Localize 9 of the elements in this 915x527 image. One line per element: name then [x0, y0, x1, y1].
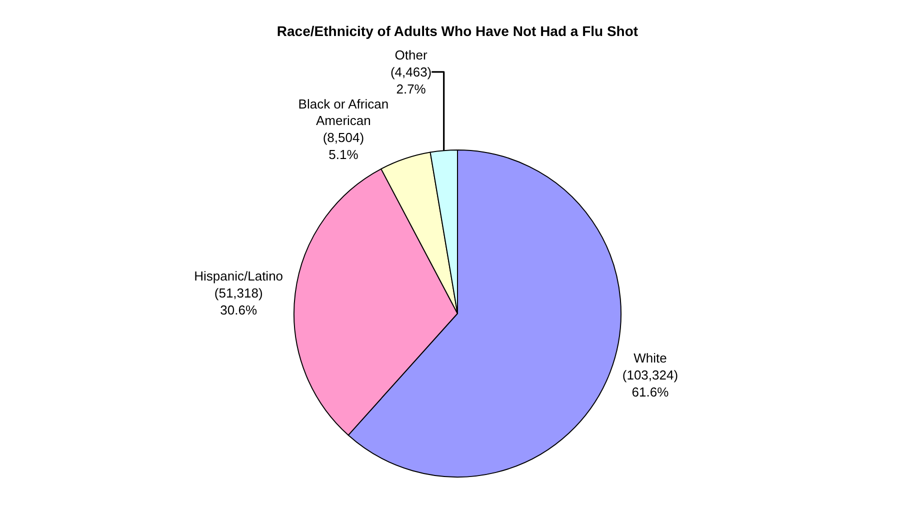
data-label: (4,463) 2.7%	[390, 64, 432, 96]
slice-label: Hispanic/Latino	[194, 268, 284, 284]
slice-label: White	[634, 350, 667, 366]
data-label: (51,318) 30.6%	[214, 286, 263, 318]
data-label: (8,504) 5.1%	[322, 130, 364, 162]
data-label: (103,324) 61.6%	[622, 368, 678, 400]
chart-title: Race/Ethnicity of Adults Who Have Not Had a Flu Shot	[276, 23, 638, 40]
slice-label: Other	[394, 48, 428, 63]
slice-label: Black or African American	[298, 96, 389, 128]
